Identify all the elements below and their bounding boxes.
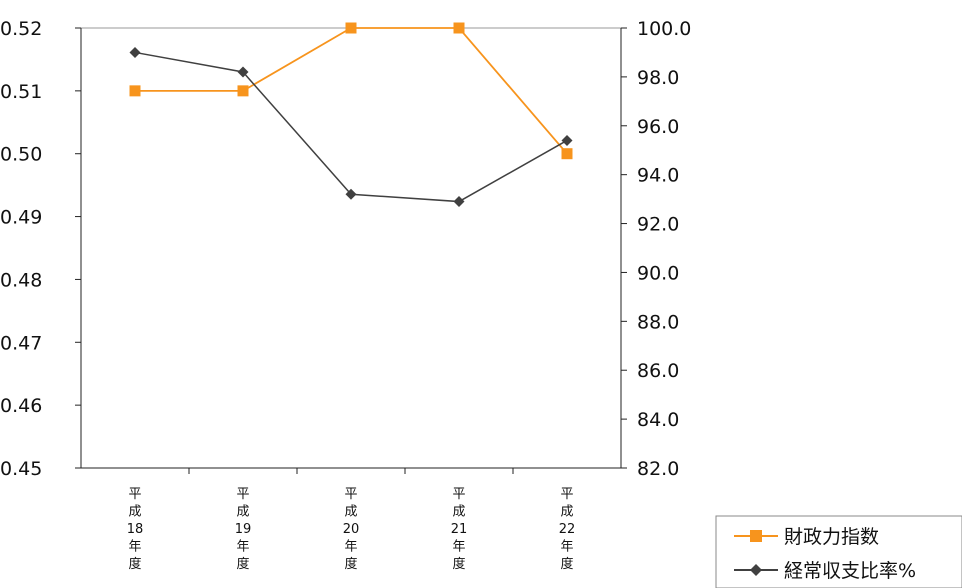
left-y-tick-label: 0.46: [0, 395, 42, 417]
right-y-tick-label: 100.0: [637, 18, 691, 40]
axes: [75, 27, 627, 474]
x-category-label-line: 年: [128, 540, 141, 555]
legend-entry: 財政力指数: [734, 526, 879, 548]
right-y-tick-label: 88.0: [637, 311, 679, 333]
data-point-diamond: [453, 196, 465, 208]
legend-marker-diamond: [750, 564, 762, 576]
right-y-tick-label: 86.0: [637, 360, 679, 382]
data-point-diamond: [561, 134, 573, 146]
series-line: [135, 27, 568, 155]
left-y-tick-label: 0.50: [0, 144, 42, 166]
x-category-label-line: 平: [344, 487, 357, 502]
legend-entry: 経常収支比率%: [734, 560, 916, 582]
x-category-label-line: 平: [452, 487, 465, 502]
x-category-label-line: 平: [128, 487, 141, 502]
x-category-label-line: 年: [344, 540, 357, 555]
left-y-tick-label: 0.52: [0, 18, 42, 40]
x-category-label: 平成 20 年度: [343, 487, 360, 572]
data-point-square: [237, 85, 249, 97]
data-point-diamond: [345, 188, 357, 200]
legend-label: 経常収支比率%: [784, 560, 916, 582]
left-y-tick-label: 0.49: [0, 207, 42, 229]
x-category-label-line: 度: [560, 556, 573, 572]
data-point-square: [345, 22, 357, 34]
x-category-label-line: 18: [127, 522, 144, 537]
series-line: [134, 51, 568, 203]
right-y-tick-label: 84.0: [637, 409, 679, 431]
series-2: [129, 46, 573, 208]
data-point-square: [129, 85, 141, 97]
x-category-label-line: 平: [560, 487, 573, 502]
x-category-label-line: 20: [343, 522, 360, 537]
series-1: [129, 22, 573, 160]
x-category-label-line: 年: [236, 540, 249, 555]
right-y-tick-label: 82.0: [637, 458, 679, 480]
x-category-label-line: 成: [560, 505, 573, 520]
right-y-tick-label: 94.0: [637, 165, 679, 187]
data-point-diamond: [237, 66, 249, 78]
data-point-diamond: [129, 46, 141, 58]
x-category-label-line: 度: [344, 556, 357, 572]
x-category-label-line: 平: [236, 487, 249, 502]
x-category-label-line: 成: [236, 505, 249, 520]
x-category-label-line: 22: [559, 522, 576, 537]
right-y-tick-label: 98.0: [637, 67, 679, 89]
left-y-tick-label: 0.48: [0, 269, 42, 291]
legend-box: [715, 515, 962, 588]
x-category-label: 平成 21 年度: [451, 487, 468, 572]
legend-marker-square: [750, 530, 762, 542]
x-category-label: 平成 22 年度: [559, 487, 576, 572]
left-y-tick-label: 0.45: [0, 458, 42, 480]
right-y-axis-tick-labels: 82.0 84.0 86.0 88.0 90.0 92.0 94.0 96.0 98.0 100.…: [637, 18, 691, 480]
left-y-tick-label: 0.47: [0, 332, 42, 354]
x-category-label-line: 21: [451, 522, 468, 537]
left-y-tick-label: 0.51: [0, 81, 42, 103]
x-category-label-line: 19: [235, 522, 252, 537]
x-category-label-line: 成: [452, 505, 465, 520]
x-category-label-line: 度: [236, 556, 249, 572]
series: [129, 22, 573, 208]
x-category-label-line: 度: [452, 556, 465, 572]
x-category-label: 平成 18 年度: [127, 487, 144, 572]
x-category-label-line: 年: [560, 540, 573, 555]
x-category-label-line: 度: [128, 556, 141, 572]
right-y-tick-label: 92.0: [637, 214, 679, 236]
right-y-tick-label: 96.0: [637, 116, 679, 138]
x-category-label-line: 成: [128, 505, 141, 520]
legend-label: 財政力指数: [784, 526, 879, 548]
left-y-axis-tick-labels: 0.45 0.46 0.47 0.48 0.49 0.50 0.51 0.52: [0, 18, 42, 480]
x-category-label-line: 年: [452, 540, 465, 555]
x-category-label-line: 成: [344, 505, 357, 520]
data-point-square: [453, 22, 465, 34]
data-point-square: [561, 148, 573, 160]
right-y-tick-label: 90.0: [637, 262, 679, 284]
x-category-label: 平成 19 年度: [235, 487, 252, 572]
